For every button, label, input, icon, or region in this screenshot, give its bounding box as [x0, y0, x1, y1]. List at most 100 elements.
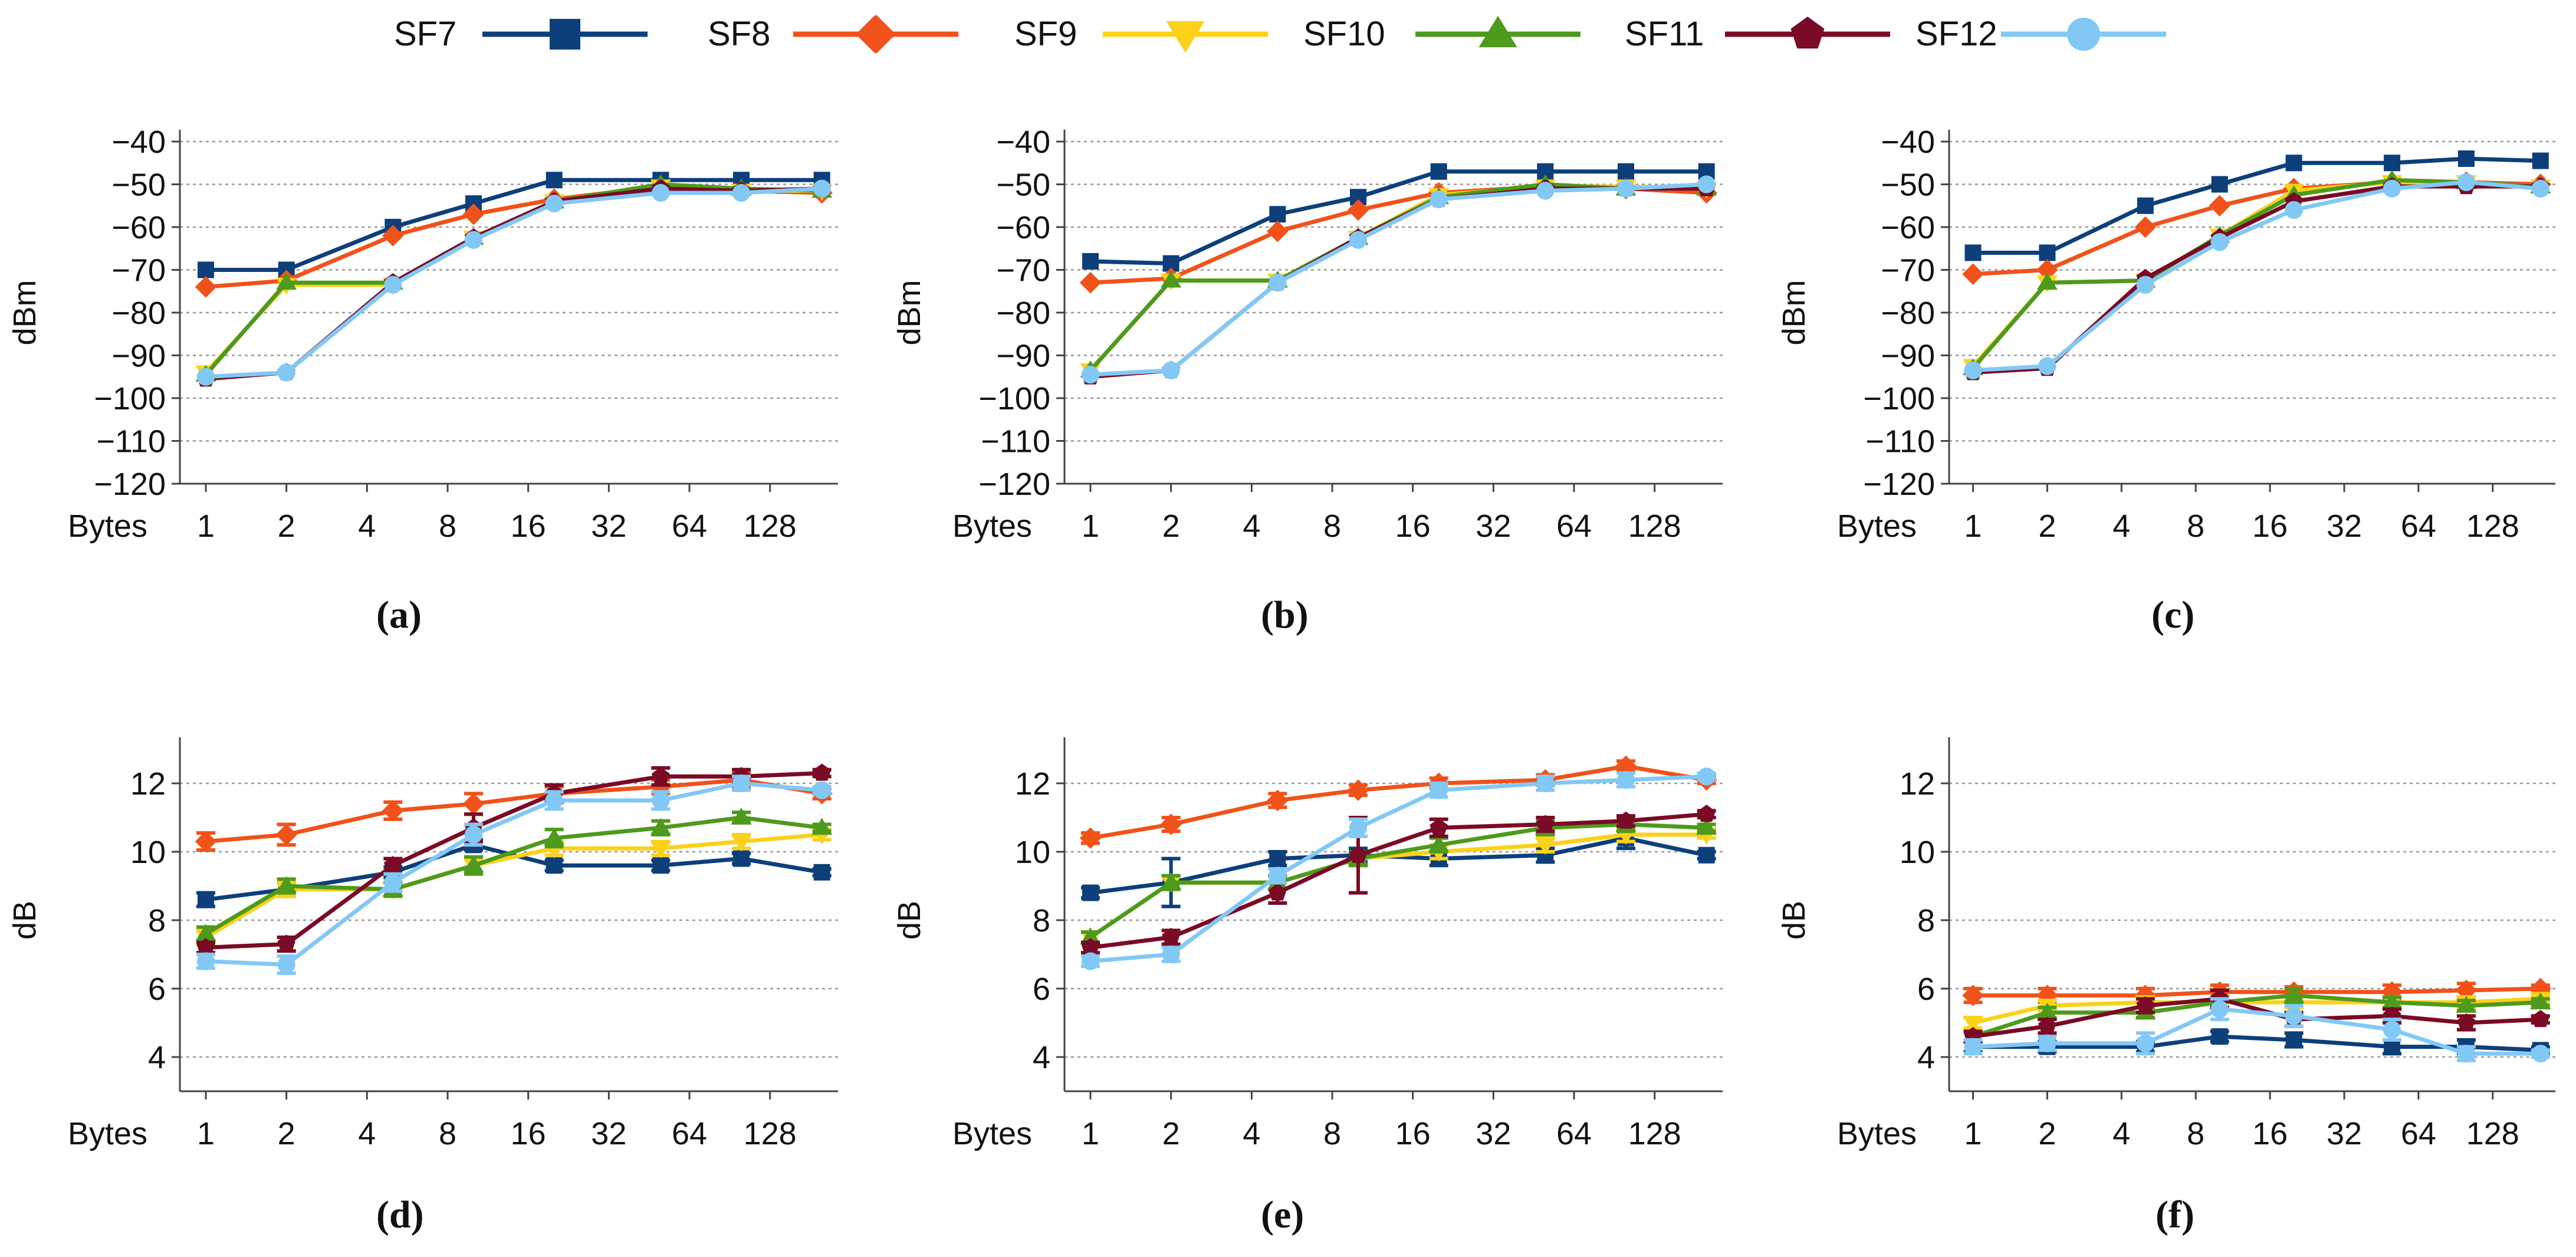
point-sf10 — [463, 855, 484, 873]
point-sf12 — [1162, 945, 1180, 964]
series-line-sf8 — [1973, 986, 2541, 998]
point-sf10 — [276, 273, 297, 290]
point-sf7 — [1698, 846, 1715, 864]
point-sf9 — [1963, 1016, 1984, 1033]
y-tick-label: −100 — [94, 381, 166, 416]
series-line-sf12 — [205, 186, 822, 379]
point-sf12 — [1269, 867, 1287, 885]
legend-swatch-sf8 — [793, 15, 958, 53]
point-sf11 — [652, 767, 670, 785]
point-sf7 — [732, 850, 750, 867]
chart-panel-b: −40 −50 −60 −70 −80 −90 −100 −110 −120 1 2 4 8 16 32 64… — [892, 124, 1723, 544]
x-tick-label: 32 — [591, 1116, 626, 1151]
point-sf10 — [544, 828, 565, 845]
x-axis-label: Bytes — [952, 508, 1032, 544]
series-line-sf8 — [205, 777, 823, 844]
point-sf12 — [1349, 231, 1368, 249]
legend-swatch-sf11 — [1725, 17, 1890, 49]
point-sf12 — [2038, 1034, 2056, 1052]
y-axis-label: dB — [1776, 901, 1812, 940]
series-line-sf9 — [1089, 184, 1707, 372]
panel-b: −40 −50 −60 −70 −80 −90 −100 −110 −120 1 2 4 8 16 32 64… — [885, 100, 1743, 563]
x-tick-label: 4 — [358, 1116, 376, 1151]
point-sf10 — [2530, 992, 2551, 1010]
y-tick-label: 8 — [1033, 903, 1050, 938]
point-sf7 — [2137, 197, 2154, 214]
x-tick-label: 1 — [197, 508, 215, 544]
x-tick-label: 4 — [2112, 508, 2130, 544]
panel-e: 4 6 8 10 12 1 2 4 8 16 32 64 128 Bytes dB — [885, 708, 1743, 1171]
x-tick-label: 2 — [1162, 1116, 1180, 1151]
point-sf7 — [2211, 1028, 2228, 1045]
point-sf11 — [1269, 883, 1287, 901]
point-sf11 — [1349, 845, 1368, 863]
point-sf10 — [811, 818, 833, 835]
point-sf8 — [195, 831, 217, 852]
x-tick-label: 128 — [1628, 1116, 1681, 1151]
point-sf12 — [652, 791, 670, 810]
series-line-sf7 — [1973, 156, 2541, 255]
point-sf8 — [1160, 813, 1182, 835]
series-line-sf7 — [1090, 169, 1707, 266]
point-sf12 — [384, 275, 402, 294]
point-sf10 — [2036, 273, 2058, 290]
point-sf10 — [2456, 996, 2477, 1013]
x-tick-label: 64 — [2401, 508, 2436, 544]
point-sf12 — [2285, 1007, 2303, 1025]
caption-c: (c) — [2151, 593, 2195, 636]
point-sf8 — [2209, 195, 2230, 216]
panel-f: 4 6 8 10 12 1 2 4 8 16 32 64 128 Bytes dB — [1769, 708, 2576, 1171]
point-sf8 — [462, 204, 485, 225]
point-sf11 — [1697, 805, 1716, 822]
legend-label-sf8: SF8 — [708, 15, 771, 53]
y-tick-label: −40 — [111, 124, 166, 160]
point-sf12 — [277, 363, 295, 382]
legend-label-sf11: SF11 — [1625, 15, 1704, 53]
point-sf8 — [2455, 979, 2478, 1002]
point-sf8 — [2134, 216, 2157, 238]
point-sf11 — [2457, 1013, 2476, 1031]
point-sf12 — [196, 952, 215, 970]
point-sf7 — [1617, 163, 1634, 180]
y-tick-label: 4 — [148, 1040, 166, 1075]
point-sf12 — [464, 231, 483, 249]
point-sf10 — [2381, 992, 2403, 1010]
x-axis-label: Bytes — [68, 1116, 147, 1151]
y-tick-label: −70 — [1881, 253, 1935, 288]
point-sf8 — [1347, 199, 1369, 221]
point-sf10 — [1080, 927, 1101, 944]
x-tick-label: 32 — [1476, 1116, 1511, 1151]
point-sf12 — [732, 774, 751, 793]
chart-panel-c: −40 −50 −60 −70 −80 −90 −100 −110 −120 1 2 4 8 16 32 64… — [1776, 124, 2555, 544]
legend-label-sf9: SF9 — [1014, 15, 1077, 53]
point-sf11 — [2531, 1010, 2550, 1028]
x-tick-label: 1 — [1082, 1116, 1099, 1151]
point-sf10 — [1161, 872, 1182, 890]
legend-swatch-sf10 — [1415, 15, 1581, 48]
y-tick-label: 10 — [1900, 835, 1935, 870]
y-tick-label: 12 — [130, 766, 166, 802]
series-line-sf10 — [1972, 993, 2541, 1039]
point-sf9 — [650, 841, 671, 858]
point-sf11 — [384, 856, 402, 874]
series-line-sf10 — [204, 182, 822, 376]
x-tick-label: 32 — [2327, 508, 2362, 544]
point-sf7 — [1082, 884, 1099, 901]
point-sf12 — [2457, 1045, 2476, 1063]
point-sf11 — [1430, 818, 1448, 836]
y-tick-label: 10 — [130, 835, 166, 870]
point-sf9 — [1535, 838, 1556, 855]
point-sf10 — [195, 924, 216, 941]
x-tick-label: 32 — [591, 508, 626, 544]
y-tick-label: −70 — [111, 253, 166, 288]
point-sf12 — [277, 956, 295, 974]
x-tick-label: 128 — [2466, 1116, 2519, 1151]
point-sf10 — [276, 876, 297, 893]
point-sf12 — [2383, 179, 2401, 198]
point-sf11 — [1616, 811, 1635, 829]
series-line-sf7 — [205, 178, 822, 272]
point-sf12 — [545, 791, 563, 810]
point-sf12 — [652, 183, 670, 202]
y-tick-label: −60 — [996, 210, 1050, 245]
point-sf8 — [382, 225, 404, 247]
